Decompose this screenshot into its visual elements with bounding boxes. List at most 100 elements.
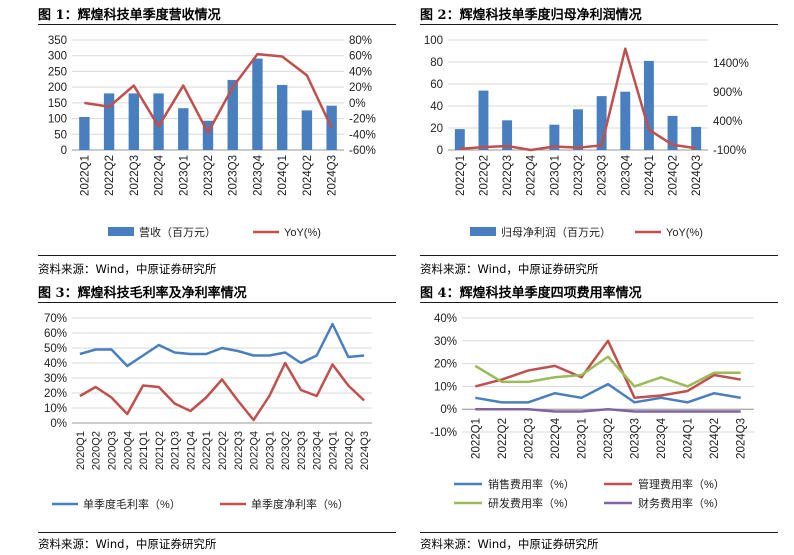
y-tick-label: 100 — [48, 114, 67, 126]
x-tick-label: 2024Q3 — [327, 155, 339, 196]
x-tick-label: 2023Q1 — [549, 155, 561, 196]
title-rule — [38, 24, 396, 25]
chart-panel-1: 图 1：辉煌科技单季度营收情况 0 50 100 150 200 250 300 350 -60… — [38, 4, 396, 276]
source-rule — [38, 532, 396, 533]
y2-tick-label: -60% — [349, 145, 376, 157]
bar — [643, 60, 654, 150]
y-tick-label: -10% — [430, 427, 457, 439]
y2-tick-label: 20% — [349, 82, 372, 94]
y2-tick-label: 400% — [713, 116, 742, 128]
y2-tick-label: -20% — [349, 114, 376, 126]
bar — [667, 115, 678, 150]
y-tick-label: 200 — [48, 82, 67, 94]
legend-label: YoY(%) — [666, 227, 703, 239]
y-tick-label: 0 — [61, 145, 67, 157]
x-tick-label: 2023Q1 — [576, 418, 588, 459]
x-tick-label: 2022Q4 — [249, 431, 261, 470]
legend-swatch — [470, 227, 496, 236]
source-rule — [38, 255, 396, 256]
x-tick-label: 2023Q3 — [228, 155, 240, 196]
title-rule — [420, 302, 778, 303]
y2-tick-label: 900% — [713, 87, 742, 99]
x-tick-label: 2024Q2 — [709, 418, 721, 459]
x-tick-label: 2023Q2 — [573, 155, 585, 196]
chart-title-2: 图 2：辉煌科技单季度归母净利润情况 — [420, 8, 642, 23]
x-tick-label: 2024Q1 — [277, 155, 289, 196]
y-tick-label: 80 — [430, 57, 443, 69]
x-tick-label: 2023Q2 — [280, 431, 292, 470]
bar — [573, 109, 583, 150]
bar — [178, 108, 189, 150]
y-tick-label: 40 — [430, 101, 443, 113]
x-tick-label: 2023Q4 — [656, 417, 668, 459]
x-tick-label: 2022Q2 — [104, 155, 116, 196]
y-tick-label: 10% — [434, 381, 457, 393]
y-tick-label: 0 — [437, 145, 443, 157]
y-tick-label: 300 — [48, 51, 67, 63]
x-tick-label: 2023Q1 — [264, 431, 276, 470]
y-tick-label: 150 — [48, 98, 67, 110]
y-tick-label: 20% — [44, 388, 67, 400]
legend-label: YoY(%) — [284, 227, 321, 239]
legend-label: 归母净利润（百万元） — [501, 225, 611, 239]
y-tick-label: 100 — [424, 35, 443, 47]
x-tick-label: 2022Q1 — [201, 431, 213, 470]
x-tick-label: 2023Q2 — [203, 155, 215, 196]
bar — [549, 124, 560, 150]
x-tick-label: 2022Q2 — [478, 155, 490, 196]
bar — [478, 90, 489, 150]
y2-tick-label: 40% — [349, 66, 372, 78]
x-tick-label: 2021Q3 — [170, 431, 182, 470]
y-tick-label: 60% — [44, 328, 67, 340]
x-tick-label: 2024Q2 — [668, 155, 680, 196]
bar — [79, 117, 90, 150]
legend-label: 单季度净利率（%） — [251, 497, 349, 511]
bar — [620, 91, 631, 150]
legend-label: 财务费用率（%） — [638, 496, 725, 510]
y-tick-label: 10% — [44, 403, 67, 415]
chart-title-4: 图 4：辉煌科技单季度四项费用率情况 — [420, 286, 642, 301]
x-tick-label: 2024Q2 — [302, 155, 314, 196]
x-tick-label: 2022Q1 — [455, 155, 467, 196]
chart-panel-4: 图 4：辉煌科技单季度四项费用率情况 -10% 0% 10% 20% 30% 40% 202… — [420, 282, 778, 552]
x-tick-label: 2022Q3 — [523, 418, 535, 459]
source-rule — [420, 532, 778, 533]
x-tick-label: 2023Q1 — [178, 155, 190, 196]
x-tick-label: 2023Q4 — [252, 154, 264, 196]
x-tick-label: 2023Q4 — [312, 431, 324, 470]
y2-tick-label: -100% — [713, 145, 746, 157]
y-tick-label: 250 — [48, 66, 67, 78]
y2-tick-label: 0% — [349, 98, 366, 110]
series-line-1 — [79, 322, 365, 368]
x-tick-label: 2022Q3 — [233, 431, 245, 470]
chart-net-profit: 0 20 40 60 80 100 -100% 400% 900% 1400% 2022Q1 2022… — [424, 35, 749, 239]
x-tick-label: 2022Q2 — [217, 431, 229, 470]
legend-label: 单季度毛利率（%） — [83, 497, 181, 511]
legend-label: 销售费用率（%） — [488, 477, 575, 491]
bar — [596, 96, 607, 150]
x-tick-label: 2020Q2 — [91, 431, 103, 470]
chart-revenue: 0 50 100 150 200 250 300 350 -60% -40% -20% 0% 20% 40… — [48, 35, 376, 239]
x-tick-label: 2022Q1 — [470, 418, 482, 459]
x-tick-label: 2024Q2 — [343, 431, 355, 470]
chart-panel-3: 图 3：辉煌科技毛利率及净利率情况 0% 10% 20% 30% 40% 50% 60% 70… — [38, 282, 396, 552]
chart-margins: 0%10%20%30%40%50%60%70%2020Q1 2020Q2 2020Q… — [44, 313, 372, 511]
series-line-4 — [475, 407, 741, 413]
legend-swatch — [108, 227, 134, 236]
y-tick-label: 30% — [44, 373, 67, 385]
source-note-2: 资料来源：Wind，中原证券研究所 — [420, 262, 599, 276]
x-tick-label: 2022Q3 — [129, 155, 141, 196]
y-tick-label: 20% — [434, 359, 457, 371]
y-tick-label: 40% — [44, 358, 67, 370]
chart-title-1: 图 1：辉煌科技单季度营收情况 — [38, 8, 221, 23]
x-tick-label: 2020Q3 — [106, 431, 118, 470]
x-tick-label: 2022Q1 — [79, 155, 91, 196]
x-tick-label: 2024Q1 — [683, 418, 695, 459]
y-tick-label: 350 — [48, 35, 67, 47]
x-tick-label: 2021Q4 — [185, 431, 197, 470]
bar — [227, 79, 238, 150]
y-tick-label: 50 — [54, 129, 67, 141]
x-tick-label: 2021Q1 — [138, 431, 150, 470]
chart-title-3: 图 3：辉煌科技毛利率及净利率情况 — [38, 286, 247, 301]
bar — [454, 129, 465, 150]
